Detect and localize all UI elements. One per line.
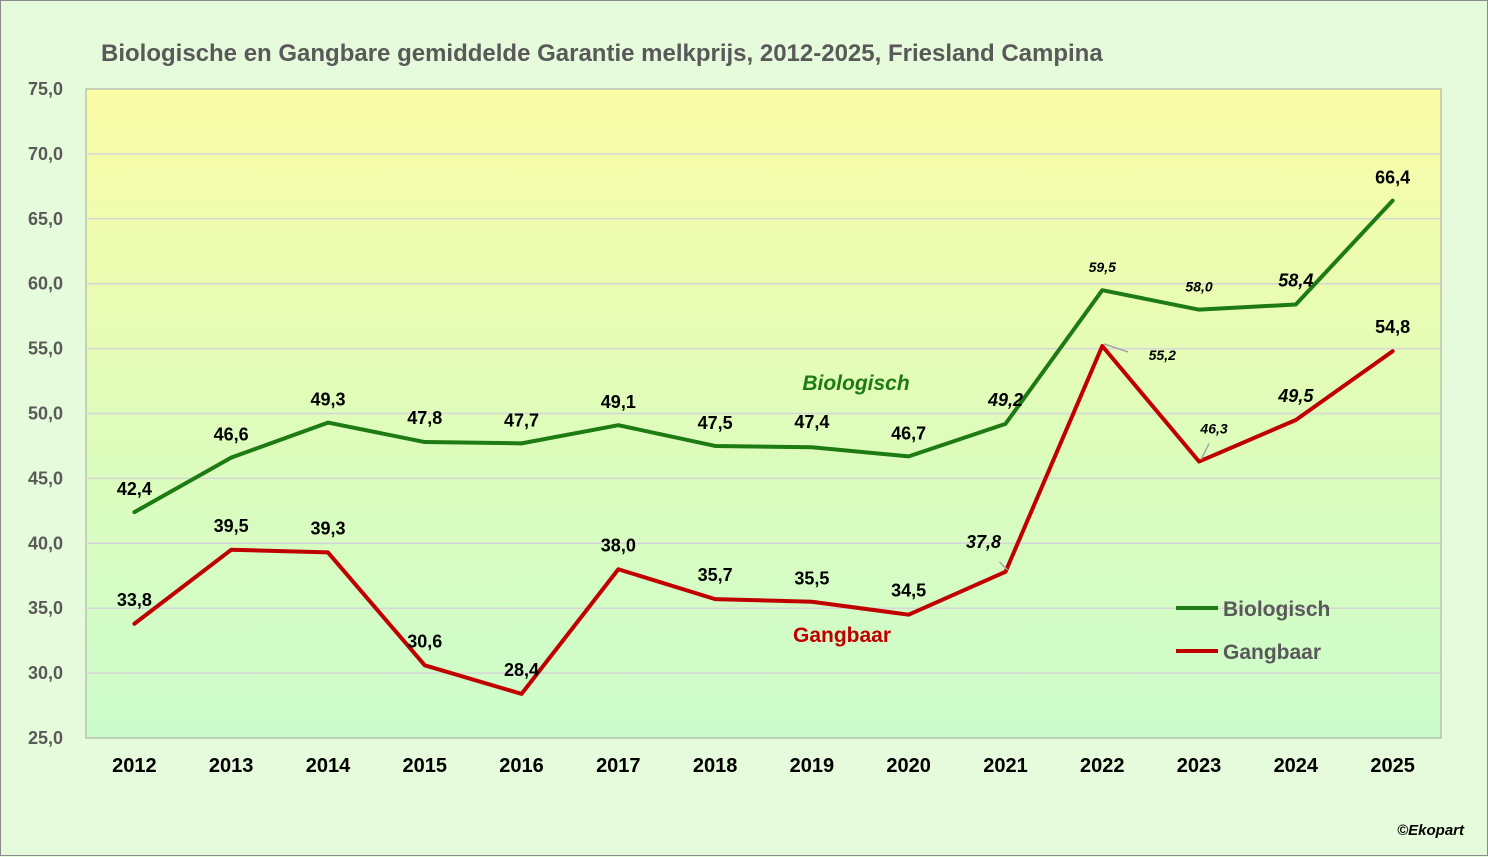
x-tick-label: 2013	[209, 755, 254, 777]
data-label-gangbaar: 37,8	[966, 532, 1001, 552]
annotation-biologisch: Biologisch	[802, 372, 909, 395]
data-label-biologisch: 46,6	[214, 425, 249, 445]
x-tick-label: 2022	[1080, 755, 1125, 777]
data-label-biologisch: 49,3	[310, 390, 345, 410]
data-labels: 42,4 46,6 49,3 47,8 47,7 49,1 47,5 47,4 46,7 49,2…	[117, 168, 1410, 680]
data-label-gangbaar: 34,5	[891, 581, 926, 601]
x-tick-label: 2023	[1177, 755, 1222, 777]
label-leader	[1104, 343, 1129, 353]
y-tick-label: 55,0	[28, 339, 63, 359]
data-label-gangbaar: 33,8	[117, 590, 152, 610]
x-tick-label: 2025	[1370, 755, 1415, 777]
data-label-biologisch: 46,7	[891, 423, 926, 443]
y-tick-label: 35,0	[28, 598, 63, 618]
label-leader	[998, 561, 1008, 571]
y-tick-label: 40,0	[28, 533, 63, 553]
label-leader	[1200, 443, 1210, 460]
data-label-gangbaar: 54,8	[1375, 317, 1410, 337]
x-axis: 2012 2013 2014 2015 2016 2017 2018 2019 2020 2021…	[112, 755, 1415, 777]
data-label-biologisch: 47,5	[698, 413, 733, 433]
y-tick-label: 30,0	[28, 663, 63, 683]
x-tick-label: 2024	[1274, 755, 1319, 777]
x-tick-label: 2020	[886, 755, 931, 777]
data-label-biologisch: 59,5	[1089, 259, 1116, 275]
x-tick-label: 2018	[693, 755, 738, 777]
y-tick-label: 50,0	[28, 404, 63, 424]
label-leaders	[998, 343, 1210, 571]
grid-lines	[86, 153, 1441, 674]
series-lines	[132, 198, 1395, 696]
legend-label-biologisch: Biologisch	[1223, 598, 1330, 621]
annotation-gangbaar: Gangbaar	[793, 624, 891, 647]
data-label-gangbaar: 39,5	[214, 516, 249, 536]
copyright-text: ©Ekopart	[1397, 822, 1465, 839]
x-tick-label: 2017	[596, 755, 641, 777]
data-label-gangbaar: 30,6	[407, 631, 442, 651]
chart-title: Biologische en Gangbare gemiddelde Garan…	[101, 40, 1103, 67]
data-label-biologisch: 42,4	[117, 479, 152, 499]
data-label-gangbaar: 38,0	[601, 535, 636, 555]
legend-label-gangbaar: Gangbaar	[1223, 641, 1321, 664]
data-label-biologisch: 47,7	[504, 410, 539, 430]
data-label-biologisch: 66,4	[1375, 168, 1410, 188]
data-label-gangbaar: 46,3	[1199, 421, 1227, 437]
y-axis: 25,0 30,0 35,0 40,0 45,0 50,0 55,0 60,0 65,0 70,0…	[28, 79, 63, 748]
y-tick-label: 25,0	[28, 728, 63, 748]
x-tick-label: 2021	[983, 755, 1028, 777]
data-label-biologisch: 58,0	[1185, 279, 1212, 295]
series-line-biologisch	[132, 198, 1395, 515]
y-tick-label: 65,0	[28, 209, 63, 229]
series-line-gangbaar	[132, 344, 1395, 696]
legend: Biologisch Gangbaar	[1176, 598, 1330, 664]
x-tick-label: 2015	[403, 755, 448, 777]
x-tick-label: 2019	[790, 755, 835, 777]
data-label-gangbaar: 39,3	[310, 518, 345, 538]
data-label-biologisch: 58,4	[1278, 270, 1313, 290]
data-label-gangbaar: 55,2	[1149, 347, 1176, 363]
y-tick-label: 75,0	[28, 79, 63, 99]
data-label-biologisch: 47,8	[407, 408, 442, 428]
y-tick-label: 60,0	[28, 274, 63, 294]
data-label-gangbaar: 49,5	[1277, 386, 1314, 406]
data-label-biologisch: 49,2	[987, 390, 1023, 410]
y-tick-label: 70,0	[28, 144, 63, 164]
data-label-gangbaar: 28,4	[504, 660, 539, 680]
x-tick-label: 2016	[499, 755, 544, 777]
data-label-gangbaar: 35,5	[794, 569, 829, 589]
x-tick-label: 2014	[306, 755, 351, 777]
x-tick-label: 2012	[112, 755, 157, 777]
data-label-biologisch: 47,4	[794, 412, 829, 432]
data-label-biologisch: 49,1	[601, 392, 636, 412]
data-label-gangbaar: 35,7	[698, 565, 733, 585]
y-tick-label: 45,0	[28, 468, 63, 488]
